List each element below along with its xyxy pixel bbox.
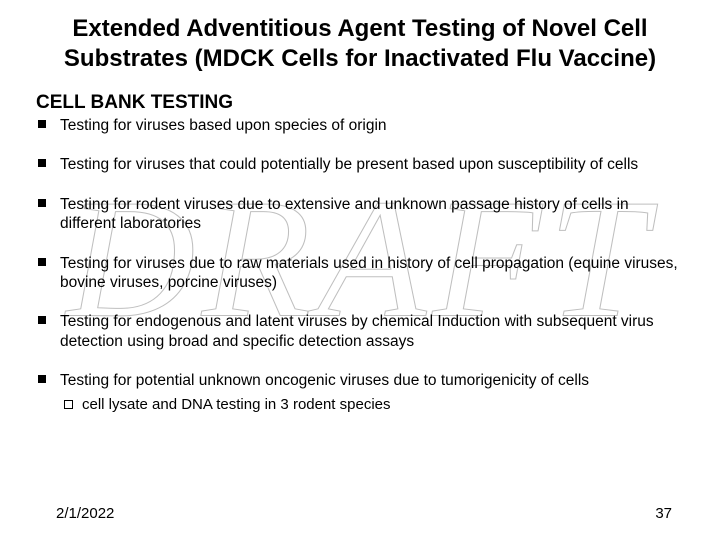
bullet-text: Testing for viruses based upon species o…	[60, 117, 387, 134]
slide-footer: 2/1/2022 37	[56, 505, 672, 522]
section-heading: CELL BANK TESTING	[36, 92, 684, 114]
footer-page-number: 37	[655, 505, 672, 522]
bullet-text: Testing for viruses due to raw materials…	[60, 255, 678, 291]
slide-title: Extended Adventitious Agent Testing of N…	[44, 14, 676, 74]
sub-bullet-list: cell lysate and DNA testing in 3 rodent …	[60, 396, 684, 415]
bullet-list: Testing for viruses based upon species o…	[36, 116, 684, 415]
bullet-text: Testing for potential unknown oncogenic …	[60, 372, 589, 389]
bullet-text: Testing for endogenous and latent viruse…	[60, 313, 654, 349]
list-item: Testing for viruses based upon species o…	[36, 116, 684, 135]
bullet-text: Testing for rodent viruses due to extens…	[60, 196, 629, 232]
list-item: Testing for viruses that could potential…	[36, 155, 684, 174]
sub-bullet-text: cell lysate and DNA testing in 3 rodent …	[82, 396, 391, 413]
list-item: Testing for potential unknown oncogenic …	[36, 371, 684, 415]
list-item: Testing for viruses due to raw materials…	[36, 254, 684, 293]
footer-date: 2/1/2022	[56, 505, 114, 522]
list-item: Testing for endogenous and latent viruse…	[36, 312, 684, 351]
sub-list-item: cell lysate and DNA testing in 3 rodent …	[60, 396, 684, 415]
bullet-text: Testing for viruses that could potential…	[60, 156, 638, 173]
slide: DRAFT Extended Adventitious Agent Testin…	[0, 0, 720, 540]
list-item: Testing for rodent viruses due to extens…	[36, 195, 684, 234]
